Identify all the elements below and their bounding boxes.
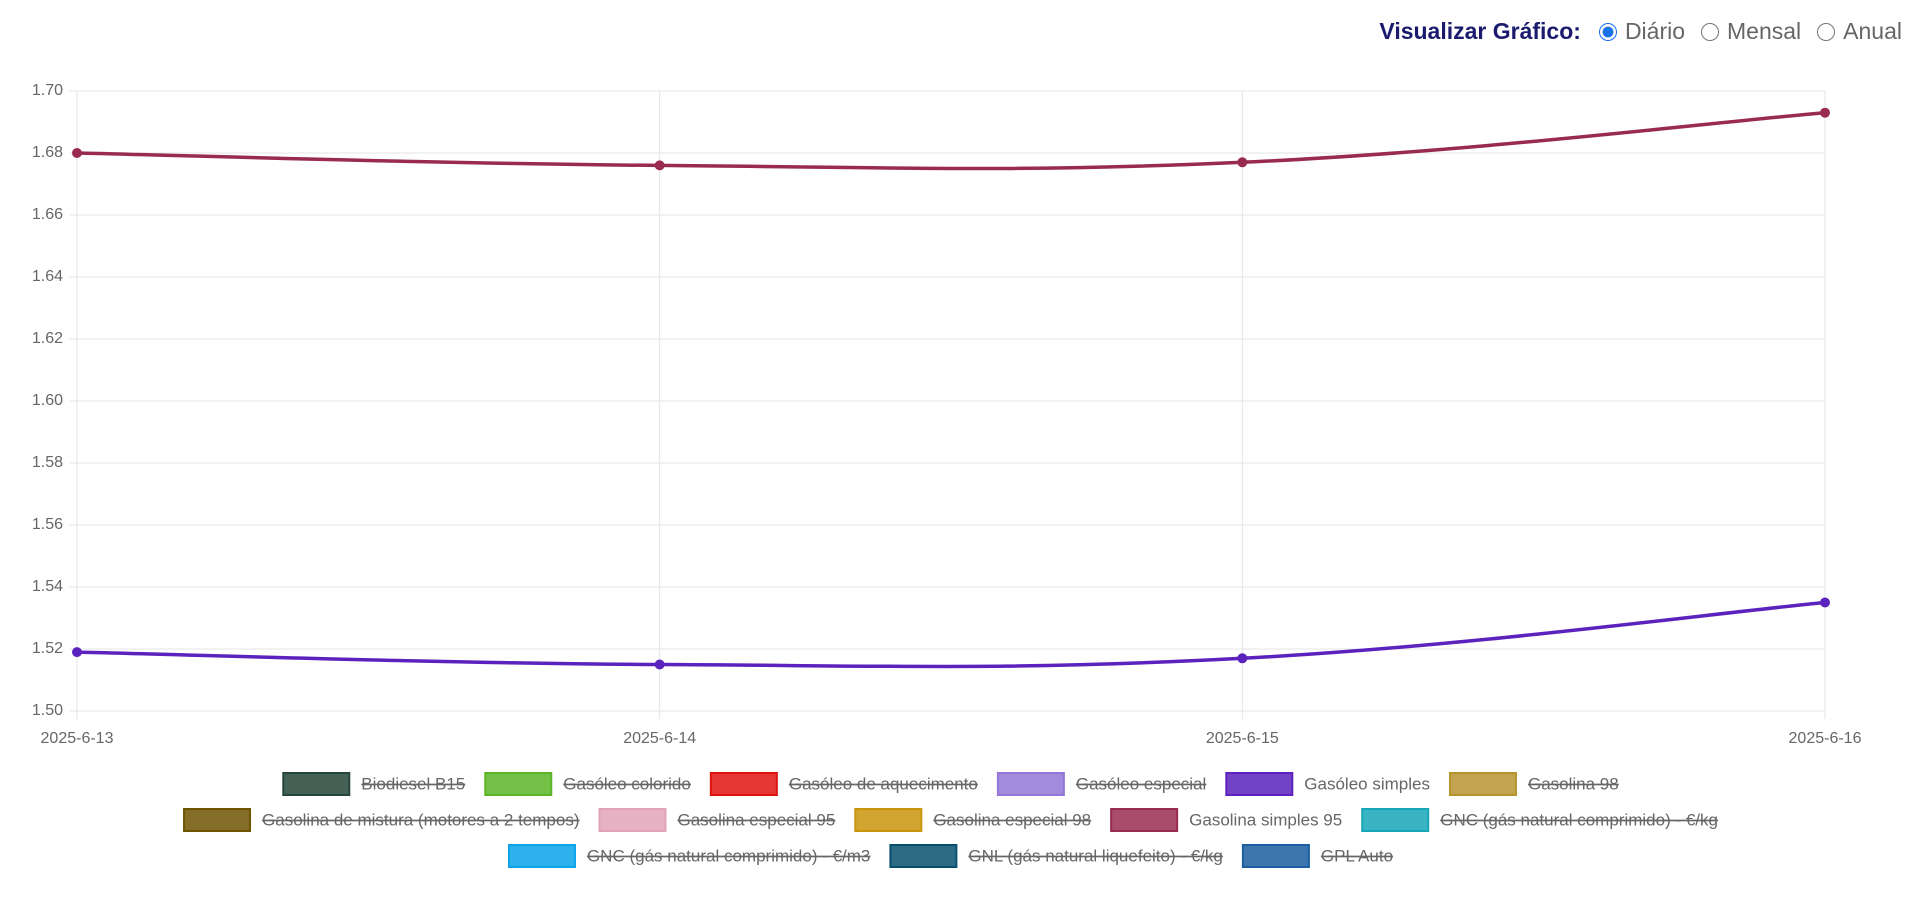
legend-label: GNL (gás natural liquefeito) - €/kg bbox=[968, 846, 1223, 865]
legend-label: Gasóleo de aquecimento bbox=[789, 774, 978, 793]
legend-swatch bbox=[183, 808, 252, 832]
radio-label[interactable]: Mensal bbox=[1727, 18, 1802, 44]
legend-label: GNC (gás natural comprimido) - €/m3 bbox=[587, 846, 870, 865]
y-tick-label: 1.68 bbox=[32, 144, 63, 161]
legend-item: Gasóleo simples bbox=[1225, 772, 1430, 796]
legend-item: Gasóleo de aquecimento bbox=[709, 772, 978, 796]
legend-swatch bbox=[507, 844, 576, 868]
y-tick-label: 1.50 bbox=[32, 702, 63, 719]
x-tick-label: 2025-6-15 bbox=[1206, 730, 1279, 747]
radio-label[interactable]: Diário bbox=[1624, 18, 1686, 44]
legend-item: Gasóleo colorido bbox=[484, 772, 691, 796]
legend-label: Gasóleo simples bbox=[1304, 774, 1430, 793]
series-line bbox=[76, 600, 1826, 669]
x-tick-label: 2025-6-13 bbox=[41, 730, 114, 747]
legend-item: GNC (gás natural comprimido) - €/m3 bbox=[507, 844, 870, 868]
legend-swatch bbox=[282, 772, 351, 796]
y-tick-label: 1.62 bbox=[32, 330, 63, 347]
legend-label: Gasolina de mistura (motores a 2 tempos) bbox=[262, 810, 579, 829]
y-tick-label: 1.70 bbox=[32, 82, 63, 99]
legend-item: Biodiesel B15 bbox=[282, 772, 465, 796]
data-point bbox=[1237, 653, 1248, 664]
data-point bbox=[1237, 157, 1248, 168]
legend-item: Gasolina especial 98 bbox=[854, 808, 1091, 832]
radio[interactable] bbox=[1598, 22, 1617, 41]
radio[interactable] bbox=[1701, 22, 1720, 41]
y-tick-label: 1.64 bbox=[32, 268, 63, 285]
legend-swatch bbox=[1110, 808, 1179, 832]
series-line bbox=[76, 110, 1826, 171]
data-point bbox=[654, 160, 665, 171]
legend-swatch bbox=[1361, 808, 1430, 832]
legend-label: Gasóleo especial bbox=[1076, 774, 1206, 793]
legend-item: Gasolina 98 bbox=[1448, 772, 1619, 796]
radio[interactable] bbox=[1817, 22, 1836, 41]
legend-swatch bbox=[709, 772, 778, 796]
legend-item: GNC (gás natural comprimido) - €/kg bbox=[1361, 808, 1718, 832]
legend-label: Gasolina 98 bbox=[1528, 774, 1619, 793]
legend-label: Gasolina simples 95 bbox=[1189, 810, 1342, 829]
legend-label: GPL Auto bbox=[1321, 846, 1393, 865]
y-tick-label: 1.58 bbox=[32, 454, 63, 471]
y-tick-label: 1.52 bbox=[32, 640, 63, 657]
selector-label: Visualizar Gráfico: bbox=[1379, 18, 1581, 44]
y-tick-label: 1.54 bbox=[32, 578, 63, 595]
legend-swatch bbox=[854, 808, 923, 832]
data-point bbox=[1820, 597, 1830, 608]
legend-label: Biodiesel B15 bbox=[361, 774, 465, 793]
legend-item: Gasolina de mistura (motores a 2 tempos) bbox=[183, 808, 579, 832]
legend-item: GNL (gás natural liquefeito) - €/kg bbox=[889, 844, 1223, 868]
data-point bbox=[72, 148, 82, 158]
legend-item: Gasóleo especial bbox=[996, 772, 1206, 796]
legend-swatch bbox=[996, 772, 1065, 796]
legend-label: Gasolina especial 98 bbox=[933, 810, 1091, 829]
legend-swatch bbox=[889, 844, 958, 868]
data-point bbox=[654, 659, 665, 670]
legend-swatch bbox=[1241, 844, 1310, 868]
radio-label[interactable]: Anual bbox=[1843, 18, 1902, 44]
legend-swatch bbox=[1225, 772, 1294, 796]
legend-label: Gasolina especial 95 bbox=[677, 810, 835, 829]
legend-swatch bbox=[1448, 772, 1517, 796]
y-tick-label: 1.60 bbox=[32, 392, 63, 409]
legend-swatch bbox=[598, 808, 667, 832]
data-point bbox=[72, 647, 82, 658]
view-selector: Visualizar Gráfico: Diário Mensal Anual bbox=[1379, 18, 1902, 45]
legend-item: GPL Auto bbox=[1241, 844, 1393, 868]
x-tick-label: 2025-6-14 bbox=[623, 730, 696, 747]
legend-label: GNC (gás natural comprimido) - €/kg bbox=[1440, 810, 1718, 829]
legend-item: Gasolina simples 95 bbox=[1110, 808, 1342, 832]
y-tick-label: 1.66 bbox=[32, 206, 63, 223]
x-tick-label: 2025-6-16 bbox=[1789, 730, 1862, 747]
legend-label: Gasóleo colorido bbox=[563, 774, 691, 793]
legend-item: Gasolina especial 95 bbox=[598, 808, 835, 832]
y-tick-label: 1.56 bbox=[32, 516, 63, 533]
legend-swatch bbox=[484, 772, 553, 796]
data-point bbox=[1820, 107, 1830, 118]
